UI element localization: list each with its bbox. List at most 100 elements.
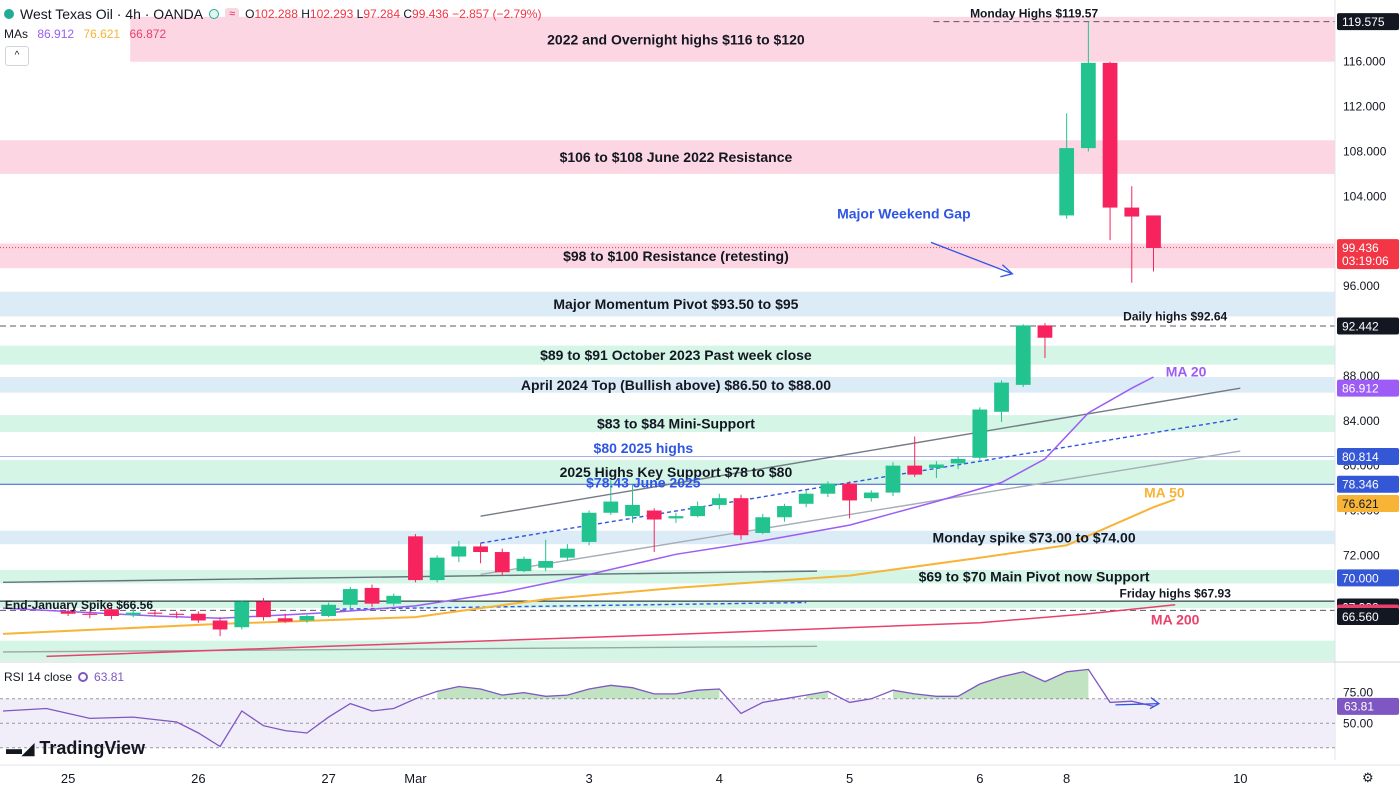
candle-23	[560, 544, 575, 562]
candle-0	[60, 609, 76, 616]
candle-body	[1015, 325, 1031, 385]
ohlc-open-key: O	[245, 7, 255, 21]
candle-17	[429, 555, 445, 583]
candle-41	[950, 456, 966, 470]
y-tick-label: 104.000	[1343, 189, 1387, 203]
live-indicator-icon	[209, 9, 220, 19]
rsi-settings-icon[interactable]	[78, 672, 89, 682]
candle-25	[603, 480, 619, 516]
candle-36	[842, 481, 857, 519]
candle-body	[169, 613, 185, 615]
price-label-bg	[1337, 448, 1399, 466]
annotation-friday-highs-67-93: Friday highs $67.93	[1119, 587, 1231, 601]
annotation-ma-20: MA 20	[1166, 364, 1207, 380]
candle-body	[863, 492, 879, 499]
y-tick-label: 116.000	[1343, 55, 1386, 69]
rsi-overbought-fill	[437, 669, 1089, 699]
annotation-78-43-june-2025: $78.43 June 2025	[586, 475, 701, 491]
price-label-80-814: 80.814	[1337, 448, 1399, 466]
tradingview-mark-icon: ▬◢	[6, 741, 35, 758]
candle-18	[451, 540, 467, 563]
candle-2	[104, 605, 119, 620]
candle-body	[972, 409, 988, 458]
annotation-end-january-spike-66-56: End-January Spike $66.56	[5, 598, 153, 612]
price-label-text: 92.442	[1342, 320, 1379, 334]
candle-body	[1059, 148, 1075, 216]
candle-6	[190, 611, 206, 623]
price-label-119-575: 119.575	[1337, 13, 1399, 31]
candle-22	[538, 539, 554, 572]
rsi-value: 63.81	[94, 670, 125, 684]
candle-body	[82, 613, 98, 615]
price-label-text: 70.000	[1342, 571, 1379, 585]
candle-28	[668, 512, 684, 523]
ohlc-high: 102.293	[309, 7, 354, 21]
candle-body	[147, 612, 163, 614]
replay-badge[interactable]: ≈	[225, 8, 240, 20]
candle-body	[820, 483, 836, 494]
candle-11	[299, 614, 315, 623]
trendline-2	[480, 450, 1241, 576]
price-label-bg	[1337, 569, 1399, 587]
y-tick-label: 84.000	[1343, 414, 1380, 428]
price-label-text: 78.346	[1342, 478, 1379, 492]
rsi-arrow-head-icon	[1149, 697, 1161, 710]
candle-body	[104, 609, 119, 616]
gear-icon[interactable]: ⚙	[1362, 770, 1374, 785]
price-label-text: 80.814	[1342, 450, 1379, 464]
candle-body	[625, 504, 640, 517]
zone-label-5: April 2024 Top (Bullish above) $86.50 to…	[521, 377, 831, 393]
candle-body	[755, 517, 771, 533]
candle-body	[256, 601, 271, 618]
price-label-bg	[1337, 317, 1399, 335]
y-tick-label: 112.000	[1343, 100, 1386, 114]
candle-30	[711, 493, 727, 510]
candle-body	[451, 546, 467, 557]
series-ma-200	[46, 604, 1176, 658]
candle-body	[321, 604, 336, 616]
candle-39	[907, 436, 923, 477]
price-label-text: 66.560	[1342, 610, 1379, 624]
annotation-daily-highs-92-64: Daily highs $92.64	[1123, 309, 1227, 323]
candle-37	[863, 490, 879, 502]
candle-body	[581, 512, 597, 542]
candle-34	[798, 490, 814, 508]
candle-1	[82, 611, 98, 619]
moving-averages-legend[interactable]: MAs 86.912 76.621 66.872	[4, 27, 172, 41]
candle-body	[429, 557, 445, 581]
candle-body	[733, 498, 749, 536]
price-label-86-912: 86.912	[1337, 379, 1399, 397]
x-tick-label-27: 27	[321, 771, 335, 786]
candle-body	[929, 464, 944, 468]
chart-header: West Texas Oil · 4h · OANDA ≈ O102.288 H…	[4, 6, 541, 22]
ohlc-high-key: H	[301, 7, 310, 21]
zone-label-0: 2022 and Overnight highs $116 to $120	[547, 31, 805, 47]
rsi-line	[2, 668, 1154, 748]
ohlc-change: −2.857 (−2.79%)	[452, 7, 542, 21]
candle-body	[885, 465, 901, 493]
zone-label-2: $98 to $100 Resistance (retesting)	[563, 248, 789, 264]
rsi-arrow-line	[1115, 703, 1159, 706]
annotation-major-weekend-gap: Major Weekend Gap	[837, 205, 971, 221]
ma200-value: 66.872	[129, 27, 167, 41]
symbol-title[interactable]: West Texas Oil · 4h · OANDA	[20, 6, 204, 22]
candle-27	[646, 508, 662, 553]
price-label-text: 99.436	[1342, 241, 1379, 255]
candle-29	[690, 501, 706, 518]
candle-body	[646, 510, 662, 520]
y-tick-label: 72.000	[1343, 548, 1380, 562]
rsi-label[interactable]: RSI 14 close	[4, 670, 73, 684]
candle-26	[625, 484, 640, 523]
candle-19	[473, 543, 488, 564]
mas-label: MAs	[4, 27, 28, 41]
candle-14	[364, 584, 380, 608]
zone-label-9: $69 to $70 Main Pivot now Support	[919, 569, 1150, 585]
countdown-label: 03:19:06	[1342, 254, 1389, 268]
rsi-value-label-bg	[1337, 697, 1399, 715]
candle-10	[277, 613, 293, 623]
collapse-legend-button[interactable]: ^	[5, 46, 29, 66]
candle-3	[125, 608, 141, 618]
y-tick-label: 96.000	[1343, 279, 1380, 293]
tradingview-logo: ▬◢ TradingView	[6, 738, 145, 759]
